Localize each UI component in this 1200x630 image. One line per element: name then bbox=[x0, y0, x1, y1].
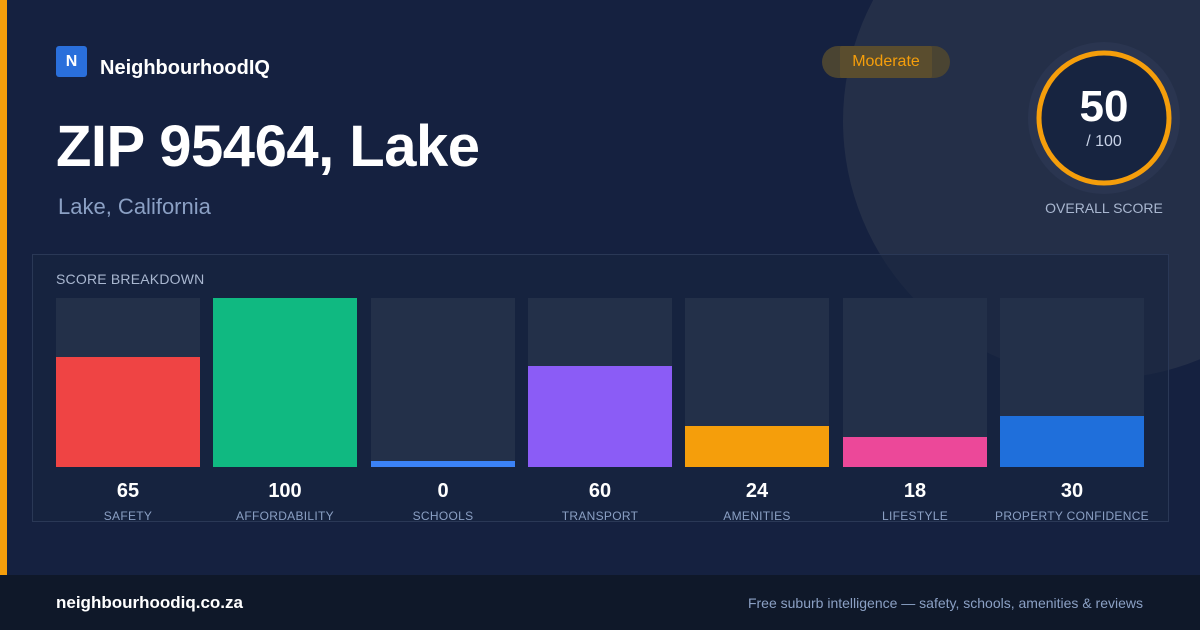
bar-value-label: 65 bbox=[116, 480, 140, 502]
footer-tagline: Free suburb intelligence — safety, schoo… bbox=[747, 595, 1143, 611]
bar-value-label: 0 bbox=[437, 480, 449, 502]
page-title: ZIP 95464, Lake bbox=[56, 114, 480, 179]
bar-transport bbox=[528, 365, 672, 467]
bar-category-label: AMENITIES bbox=[723, 509, 791, 523]
badge-highlight bbox=[840, 46, 932, 78]
overall-score-value: 50 bbox=[1079, 82, 1129, 131]
overall-score-label: OVERALL SCORE bbox=[1045, 200, 1163, 216]
bar-schools bbox=[371, 461, 515, 467]
accent-bar bbox=[0, 0, 7, 575]
overall-score-denominator: / 100 bbox=[1086, 133, 1122, 150]
bar-lifestyle bbox=[843, 436, 987, 467]
bar-track-lifestyle bbox=[843, 298, 987, 467]
breakdown-title: SCORE BREAKDOWN bbox=[56, 271, 205, 287]
bar-value-label: 100 bbox=[268, 480, 302, 502]
footer-site-link[interactable]: neighbourhoodiq.co.za bbox=[56, 593, 243, 612]
bar-track-affordability bbox=[213, 298, 357, 467]
bar-category-label: LIFESTYLE bbox=[881, 509, 949, 523]
footer: neighbourhoodiq.co.za Free suburb intell… bbox=[0, 575, 1200, 630]
bar-category-label: AFFORDABILITY bbox=[236, 509, 334, 523]
bar-amenities bbox=[685, 426, 829, 467]
bar-category-label: TRANSPORT bbox=[561, 509, 639, 523]
bar-track-amenities bbox=[685, 298, 829, 467]
bar-category-label: SAFETY bbox=[103, 509, 153, 523]
bar-property-confidence bbox=[1000, 416, 1144, 467]
bar-value-label: 24 bbox=[745, 480, 769, 502]
bar-safety bbox=[56, 357, 200, 467]
bar-track-safety bbox=[56, 298, 200, 467]
rating-badge-label: Moderate bbox=[852, 53, 920, 70]
card-main: N NeighbourhoodIQ ZIP 95464, Lake Lake, … bbox=[0, 0, 1200, 575]
brand-name: NeighbourhoodIQ bbox=[100, 57, 270, 79]
bar-value-label: 30 bbox=[1060, 480, 1084, 502]
gauge-ring bbox=[1036, 50, 1172, 186]
bar-value-label: 18 bbox=[903, 480, 927, 502]
rating-badge: Moderate bbox=[822, 46, 950, 78]
overall-score-gauge: 50 / 100 bbox=[1028, 42, 1180, 194]
bar-value-label: 60 bbox=[588, 480, 612, 502]
bar-track-property-confidence bbox=[1000, 298, 1144, 467]
logo-letter: N bbox=[65, 52, 78, 70]
location-subtitle: Lake, California bbox=[58, 194, 211, 219]
bar-affordability bbox=[213, 298, 357, 467]
bar-track-schools bbox=[371, 298, 515, 467]
logo-icon: N bbox=[56, 46, 87, 77]
bar-category-label: PROPERTY CONFIDENCE bbox=[995, 509, 1149, 523]
bar-category-label: SCHOOLS bbox=[412, 509, 474, 523]
bar-track-transport bbox=[528, 298, 672, 467]
breakdown-bar-chart: 65 SAFETY 100 AFFORDABILITY 0 SCHOOLS 60 TRANSP… bbox=[56, 298, 1149, 523]
